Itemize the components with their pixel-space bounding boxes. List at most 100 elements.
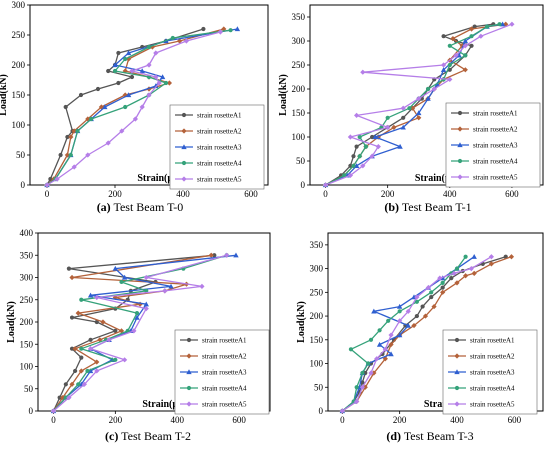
data-point [347,134,353,140]
data-point [339,408,345,414]
legend-marker [457,158,463,164]
data-point [57,395,62,400]
legend-label: strain rosetteA2 [470,353,515,361]
y-tick-label: 200 [20,317,34,327]
data-point [447,43,452,48]
data-point [162,288,168,294]
panel-caption: (b) Test Beam T-1 [384,200,471,214]
x-tick-label: 0 [323,189,328,199]
data-point [508,254,515,260]
legend-label: strain rosetteA1 [202,337,247,345]
data-point [233,252,239,258]
data-point [134,311,140,316]
series-A5 [50,252,230,414]
legend-marker [186,337,192,343]
data-point [362,384,368,390]
series-A5 [44,29,223,188]
data-point [391,124,397,130]
data-point [447,76,453,82]
series-line [46,29,231,186]
data-point [488,261,494,267]
y-tick-label: 250 [310,287,324,297]
data-point [212,253,217,258]
data-point [113,357,118,362]
data-point [119,128,125,134]
y-tick-label: 100 [12,120,26,130]
legend-marker [186,369,192,375]
x-tick-label: 600 [232,415,246,425]
legend-marker [454,401,460,407]
data-point [359,384,365,390]
data-point [385,115,390,120]
data-point [58,152,63,158]
legend-label: strain rosetteA5 [197,176,242,184]
data-point [159,74,166,80]
legend-marker [454,385,460,391]
chart-panel-c: 0 200 400 600 0 50 100 150 200 250 300 350 400 Strain… [6,228,271,443]
y-tick-label: 300 [20,273,34,283]
data-point [71,164,77,170]
y-tick-label: 200 [12,60,26,70]
data-point [79,346,84,351]
legend-label: strain rosetteA3 [470,369,515,377]
data-point [129,68,135,74]
series-line [53,254,227,412]
data-point [143,301,149,307]
data-point [89,116,94,122]
series-A5 [322,21,515,188]
legend-marker [181,160,187,166]
x-tick-label: 0 [51,415,56,425]
data-point [68,152,73,158]
data-point [351,154,356,159]
series-line [52,254,212,412]
legend-label: strain rosetteA5 [470,401,515,409]
y-tick-label: 150 [20,339,34,349]
y-tick-label: 0 [319,406,324,416]
data-point [123,104,128,110]
data-point [471,254,477,259]
data-point [497,22,502,27]
data-point [416,96,422,102]
data-point [420,304,425,309]
data-point [217,29,223,35]
y-tick-label: 350 [20,250,34,260]
y-tick-label: 50 [296,156,306,166]
data-point [50,408,57,414]
data-point [116,50,121,56]
data-point [429,290,434,295]
legend: strain rosetteA1 strain rosetteA2 strain r… [169,104,265,190]
y-tick-label: 250 [292,60,306,70]
data-point [234,26,241,32]
data-point [375,144,381,150]
data-point [112,68,118,74]
data-point [44,182,50,188]
panel-caption: (d) Test Beam T-3 [386,429,473,443]
data-point [469,43,474,48]
legend-marker [186,385,192,391]
y-axis-label: Load(kN) [0,74,9,116]
data-point [73,368,78,374]
x-tick-label: 400 [443,189,457,199]
data-point [469,34,474,39]
x-tick-label: 0 [45,189,50,199]
data-point [371,370,377,376]
x-tick-label: 200 [108,189,122,199]
y-tick-label: 300 [310,264,324,274]
data-point [463,53,468,58]
legend-marker [181,112,187,118]
data-point [377,328,382,333]
data-point [76,382,81,387]
data-point [411,322,417,329]
legend-marker [457,126,463,132]
data-point [354,112,360,118]
legend: strain rosetteA1 strain rosetteA2 strain r… [174,329,270,415]
data-point [354,385,359,390]
legend-label: strain rosetteA5 [202,401,247,409]
legend-marker [454,337,460,343]
data-point [386,318,391,323]
series-line [341,256,512,412]
panel-caption: (a) Test Beam T-0 [97,200,184,214]
data-point [400,105,406,111]
plot-frame [309,4,544,186]
data-point [440,280,445,285]
